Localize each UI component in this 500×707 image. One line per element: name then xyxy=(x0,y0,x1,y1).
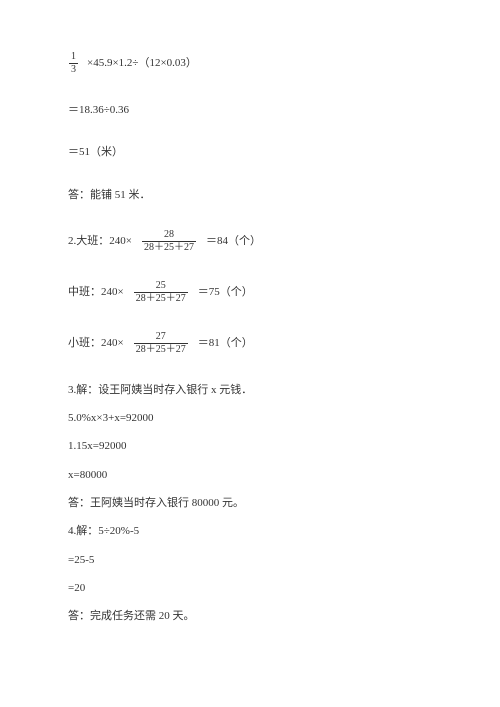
problem-4-setup: 4.解：5÷20%-5 xyxy=(68,524,432,538)
frac-den: 28＋25＋27 xyxy=(142,242,196,253)
answer-text: 答：王阿姨当时存入银行 80000 元。 xyxy=(68,497,244,509)
fraction-25: 25 28＋25＋27 xyxy=(134,281,188,304)
answer-line-4: 答：完成任务还需 20 天。 xyxy=(68,609,432,623)
expr-line-3: ＝51（米） xyxy=(68,145,432,159)
frac-num: 28 xyxy=(142,230,196,242)
expr-text: =20 xyxy=(68,582,85,594)
frac-den: 3 xyxy=(69,64,78,75)
problem-4-eq2: =20 xyxy=(68,581,432,595)
problem-3-eq3: x=80000 xyxy=(68,468,432,482)
expr-text: 2.大班：240× xyxy=(68,234,132,248)
answer-line-3: 答：王阿姨当时存入银行 80000 元。 xyxy=(68,496,432,510)
expr-text: 中班：240× xyxy=(68,285,124,299)
expr-text: 小班：240× xyxy=(68,336,124,350)
answer-text: 答：能铺 51 米． xyxy=(68,189,151,201)
problem-3-eq2: 1.15x=92000 xyxy=(68,439,432,453)
expr-text: ＝81（个） xyxy=(198,336,253,350)
frac-num: 27 xyxy=(134,332,188,344)
problem-2-xiaoban: 小班：240× 27 28＋25＋27 ＝81（个） xyxy=(68,332,432,355)
problem-2-zhongban: 中班：240× 25 28＋25＋27 ＝75（个） xyxy=(68,281,432,304)
expr-text: ×45.9×1.2÷（12×0.03） xyxy=(87,56,197,70)
fraction-1-3: 1 3 xyxy=(69,52,78,75)
expr-text: 3.解：设王阿姨当时存入银行 x 元钱． xyxy=(68,384,252,396)
expr-text: ＝51（米） xyxy=(68,146,123,158)
expr-text: 1.15x=92000 xyxy=(68,440,126,452)
expr-text: =25-5 xyxy=(68,554,94,566)
expr-text: ＝84（个） xyxy=(206,234,261,248)
answer-line-1: 答：能铺 51 米． xyxy=(68,188,432,202)
expr-text: ＝75（个） xyxy=(198,285,253,299)
fraction-28: 28 28＋25＋27 xyxy=(142,230,196,253)
problem-4-eq1: =25-5 xyxy=(68,553,432,567)
expr-text: 5.0%x×3+x=92000 xyxy=(68,412,154,424)
expr-line-1: 1 3 ×45.9×1.2÷（12×0.03） xyxy=(68,52,432,75)
problem-3-eq1: 5.0%x×3+x=92000 xyxy=(68,411,432,425)
expr-line-2: ＝18.36÷0.36 xyxy=(68,103,432,117)
expr-text: 4.解：5÷20%-5 xyxy=(68,525,139,537)
problem-3-setup: 3.解：设王阿姨当时存入银行 x 元钱． xyxy=(68,383,432,397)
expr-text: ＝18.36÷0.36 xyxy=(68,104,129,116)
frac-den: 28＋25＋27 xyxy=(134,344,188,355)
frac-den: 28＋25＋27 xyxy=(134,293,188,304)
frac-num: 25 xyxy=(134,281,188,293)
document-page: 1 3 ×45.9×1.2÷（12×0.03） ＝18.36÷0.36 ＝51（… xyxy=(0,0,500,668)
expr-text: x=80000 xyxy=(68,469,107,481)
problem-2-daban: 2.大班：240× 28 28＋25＋27 ＝84（个） xyxy=(68,230,432,253)
fraction-27: 27 28＋25＋27 xyxy=(134,332,188,355)
frac-num: 1 xyxy=(69,52,78,64)
answer-text: 答：完成任务还需 20 天。 xyxy=(68,610,195,622)
